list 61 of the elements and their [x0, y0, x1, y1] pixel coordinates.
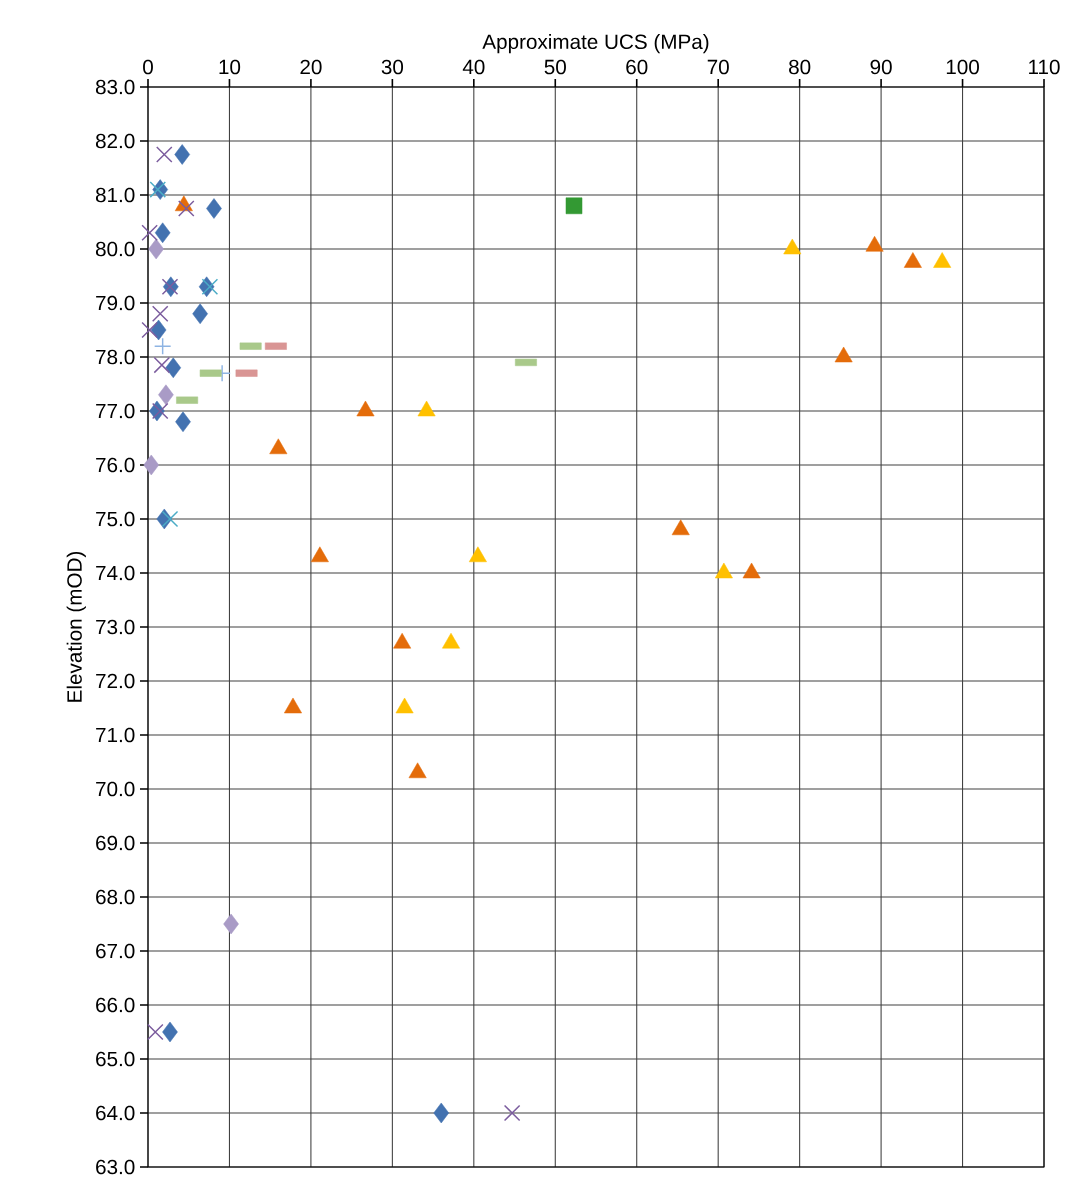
y-tick-label: 64.0: [96, 1105, 135, 1121]
point: [206, 198, 222, 219]
y-tick-label: 83.0: [96, 79, 135, 95]
y-tick-label: 66.0: [96, 997, 135, 1013]
x-tick-label: 30: [381, 59, 404, 75]
y-tick-label: 79.0: [96, 295, 135, 311]
y-tick-label: 71.0: [96, 727, 135, 743]
point: [174, 144, 191, 165]
point: [156, 146, 173, 163]
point: [148, 238, 164, 260]
point: [151, 305, 169, 323]
point: [192, 303, 208, 325]
x-tick-label: 20: [300, 59, 322, 75]
point: [165, 357, 182, 379]
y-tick-label: 82.0: [96, 133, 135, 149]
y-axis-title: Elevation (mOD): [66, 551, 86, 702]
y-tick-label: 77.0: [96, 403, 135, 419]
x-tick-label: 110: [1029, 59, 1060, 75]
y-tick-label: 65.0: [96, 1051, 135, 1067]
point: [201, 278, 219, 296]
x-axis-title: Approximate UCS (MPa): [482, 33, 709, 54]
x-tick-label: 100: [946, 59, 980, 75]
x-tick-label: 90: [870, 59, 892, 75]
y-tick-label: 76.0: [96, 457, 135, 473]
point: [151, 402, 169, 420]
x-tick-label: 60: [626, 59, 648, 75]
point: [162, 1021, 178, 1043]
point: [158, 384, 174, 406]
y-tick-label: 63.0: [96, 1159, 135, 1175]
y-tick-label: 75.0: [96, 511, 135, 527]
point: [503, 1104, 521, 1122]
point: [178, 200, 195, 217]
y-tick-label: 67.0: [96, 943, 135, 959]
y-tick-label: 73.0: [96, 619, 135, 635]
y-tick-label: 74.0: [96, 565, 135, 581]
x-tick-label: 0: [143, 59, 153, 75]
y-tick-label: 70.0: [96, 781, 135, 797]
point: [153, 337, 172, 355]
point: [153, 356, 171, 374]
y-tick-label: 80.0: [96, 241, 135, 257]
y-tick-label: 81.0: [96, 187, 135, 203]
y-tick-label: 72.0: [96, 673, 135, 689]
point: [143, 454, 160, 476]
point: [565, 197, 583, 215]
y-tick-label: 68.0: [96, 889, 135, 905]
x-tick-label: 70: [707, 59, 729, 75]
x-tick-label: 10: [219, 59, 241, 75]
point: [141, 224, 158, 242]
point: [150, 319, 167, 341]
point: [161, 510, 179, 528]
point: [154, 222, 171, 244]
point: [223, 913, 239, 935]
y-tick-label: 78.0: [96, 349, 135, 365]
x-tick-label: 80: [789, 59, 811, 75]
point: [147, 1023, 164, 1041]
x-tick-label: 40: [462, 59, 485, 75]
y-tick-label: 69.0: [96, 835, 135, 851]
point: [175, 411, 191, 433]
x-tick-label: 50: [544, 59, 566, 75]
point: [433, 1102, 450, 1124]
point: [141, 321, 158, 339]
